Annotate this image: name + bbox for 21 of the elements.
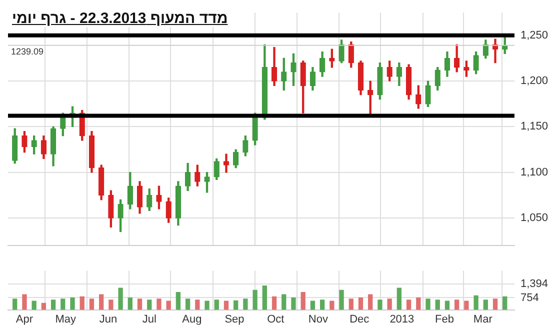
y-tick-label: 754 <box>520 292 539 304</box>
x-tick-label: Mar <box>473 313 493 326</box>
x-tick-label: Apr <box>16 313 34 326</box>
y-tick-label: 1,200 <box>520 75 548 88</box>
x-tick-label: Dec <box>350 313 370 326</box>
x-tick-label: Nov <box>308 313 328 326</box>
x-tick-label: Oct <box>267 313 284 326</box>
y-tick-label: 1,394 <box>520 278 548 290</box>
y-tick-label: 1,100 <box>520 166 548 178</box>
y-tick-label: 1,150 <box>520 120 548 133</box>
x-tick-label: May <box>55 313 77 326</box>
x-tick-label: Sep <box>224 313 244 326</box>
x-tick-label: 2013 <box>390 313 414 326</box>
x-tick-label: Feb <box>434 313 454 326</box>
chart-title: מדד המעוף 22.3.2013 - גרף יומי <box>12 10 228 27</box>
ref-line-label: 1239.09 <box>11 46 44 56</box>
x-tick-label: Aug <box>182 313 202 326</box>
x-tick-label: Jul <box>142 313 156 326</box>
x-tick-label: Jun <box>99 313 118 326</box>
y-tick-label: 1,050 <box>520 212 548 224</box>
y-tick-label: 1,250 <box>520 29 548 42</box>
